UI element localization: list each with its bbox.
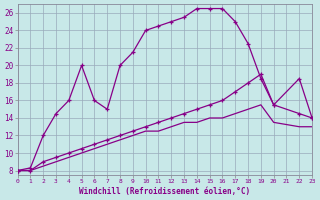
X-axis label: Windchill (Refroidissement éolien,°C): Windchill (Refroidissement éolien,°C) (79, 187, 250, 196)
